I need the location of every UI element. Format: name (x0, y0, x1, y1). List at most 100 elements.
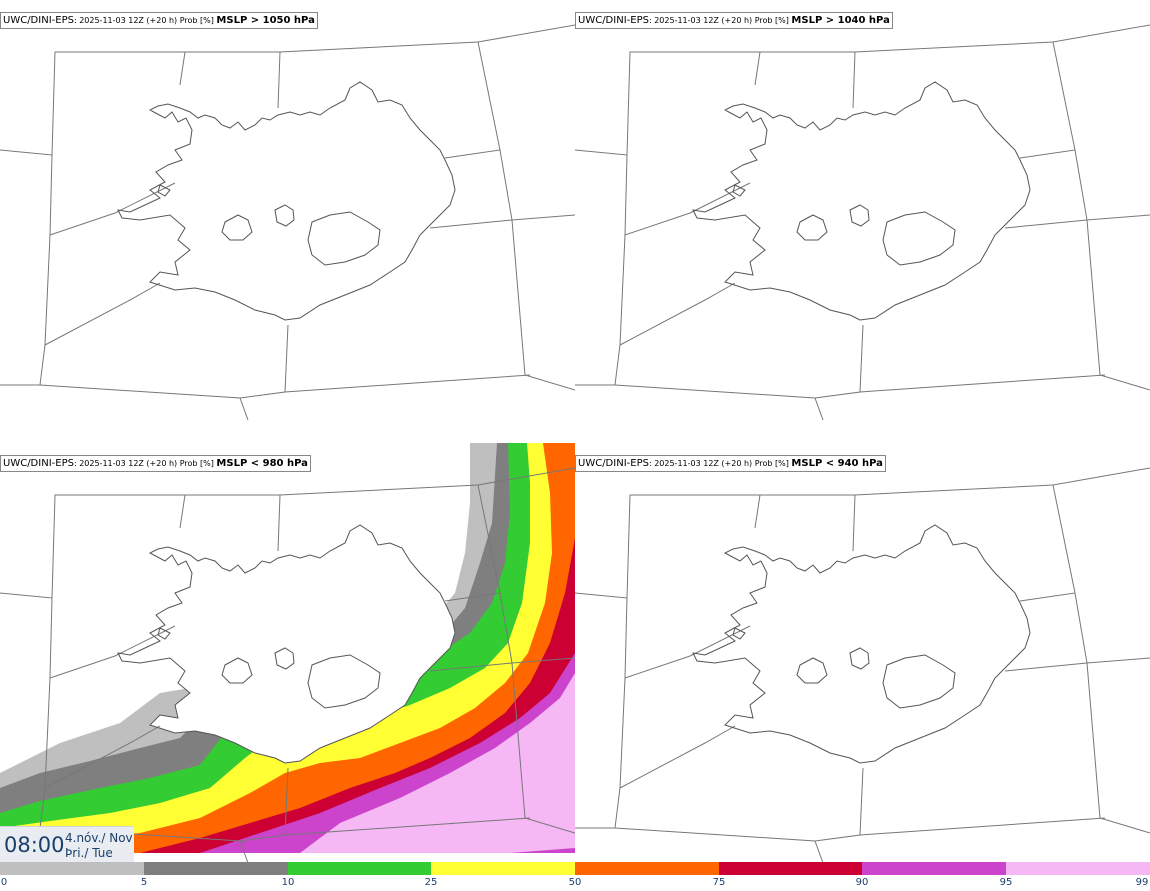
region-border-line (1004, 219, 1088, 229)
glacier-outline (221, 214, 253, 241)
region-border-line (859, 817, 1106, 836)
region-border-line (575, 282, 736, 386)
glacier-outline (274, 204, 295, 227)
region-border-line (0, 51, 186, 156)
threshold-label: MSLP < 980 hPa (216, 458, 308, 469)
region-border-line (239, 324, 289, 399)
map-panel-1050: UWC/DINI-EPS: 2025-11-03 12Z (+20 h) Pro… (0, 0, 575, 445)
region-border-line (49, 154, 53, 236)
region-border-line (55, 494, 281, 552)
region-border-line (284, 374, 531, 393)
glacier-outline (796, 214, 828, 241)
map-iceland-940 (575, 467, 1150, 864)
glacier-outline (307, 211, 381, 266)
region-border-line (624, 154, 628, 236)
region-border-line (619, 625, 751, 789)
region-borders (0, 24, 575, 421)
region-border-line (624, 597, 628, 679)
panel-title: UWC/DINI-EPS: 2025-11-03 12Z (+20 h) Pro… (575, 12, 893, 29)
colorbar-segment (1006, 862, 1150, 875)
map-panel-980: UWC/DINI-EPS: 2025-11-03 12Z (+20 h) Pro… (0, 443, 575, 888)
colorbar-tick: 99 (1135, 877, 1149, 888)
threshold-label: MSLP > 1040 hPa (791, 15, 890, 26)
run-info: : 2025-11-03 12Z (+20 h) Prob [%] (73, 459, 217, 468)
glacier-outline (307, 654, 381, 709)
glacier-outline (732, 627, 746, 640)
region-border-line (1019, 484, 1076, 602)
iceland-coastline (117, 524, 456, 764)
region-border-line (630, 494, 856, 552)
colorbar-tick: 90 (855, 877, 869, 888)
map-iceland-980 (0, 443, 575, 864)
colorbar-tick: 25 (424, 877, 438, 888)
glacier-outline (882, 654, 956, 709)
map-panel-1040: UWC/DINI-EPS: 2025-11-03 12Z (+20 h) Pro… (575, 0, 1150, 445)
run-info: : 2025-11-03 12Z (+20 h) Prob [%] (648, 16, 792, 25)
colorbar-tick: 10 (281, 877, 295, 888)
model-name: UWC/DINI-EPS (3, 15, 74, 26)
glacier-outline (849, 204, 870, 227)
colorbar-tick: 5 (140, 877, 148, 888)
colorbar-tick: 0 (0, 877, 8, 888)
iceland-land-mask (118, 525, 455, 763)
colorbar-tick: 50 (568, 877, 582, 888)
probability-colorbar: 0 5 10 25 50 75 90 95 99 (0, 862, 1150, 891)
prob-band-99 (300, 673, 575, 853)
glacier-outline (157, 627, 171, 640)
region-border-line (854, 467, 1150, 496)
region-border-line (444, 41, 501, 159)
region-border-line (614, 384, 824, 421)
panel-title: UWC/DINI-EPS: 2025-11-03 12Z (+20 h) Pro… (575, 455, 886, 472)
region-border-line (499, 149, 575, 221)
region-border-line (0, 282, 161, 386)
region-border-line (0, 494, 186, 599)
colorbar-segment (0, 862, 144, 875)
colorbar-segment (288, 862, 431, 875)
glacier-outline (157, 184, 171, 197)
map-iceland-1050 (0, 24, 575, 421)
region-border-line (1074, 592, 1150, 664)
region-border-line (575, 51, 761, 156)
region-borders (575, 24, 1150, 421)
iceland-coastline (692, 524, 1031, 764)
colorbar-segment (431, 862, 575, 875)
panel-title: UWC/DINI-EPS: 2025-11-03 12Z (+20 h) Pro… (0, 12, 318, 29)
region-borders (0, 467, 575, 864)
model-name: UWC/DINI-EPS (578, 458, 649, 469)
region-border-line (619, 182, 751, 346)
valid-date: 4.nóv./ Nov (65, 831, 133, 845)
region-border-line (44, 625, 176, 789)
glacier-outline (221, 657, 253, 684)
valid-weekday: Þri./ Tue (65, 846, 113, 860)
iceland-coastline (117, 81, 456, 321)
region-border-line (814, 767, 864, 842)
glacier-outline (849, 647, 870, 670)
region-border-line (511, 219, 575, 391)
valid-time-clock: 08:00 (4, 833, 65, 857)
region-border-line (44, 182, 176, 346)
region-border-line (630, 51, 856, 109)
iceland-coastline (692, 81, 1031, 321)
region-border-line (1086, 219, 1150, 391)
region-border-line (614, 827, 824, 864)
model-name: UWC/DINI-EPS (578, 15, 649, 26)
region-border-line (284, 817, 531, 836)
region-border-line (575, 494, 761, 599)
region-border-line (814, 324, 864, 399)
threshold-label: MSLP > 1050 hPa (216, 15, 315, 26)
coastline (692, 81, 1031, 321)
colorbar-tick: 95 (999, 877, 1013, 888)
coastline (117, 81, 456, 321)
region-border-line (1086, 662, 1150, 834)
glacier-outline (882, 211, 956, 266)
region-border-line (859, 374, 1106, 393)
colorbar-segment (719, 862, 862, 875)
panel-title: UWC/DINI-EPS: 2025-11-03 12Z (+20 h) Pro… (0, 455, 311, 472)
colorbar-segment (862, 862, 1006, 875)
region-border-line (854, 24, 1150, 53)
region-border-line (49, 597, 53, 679)
colorbar-segment (144, 862, 288, 875)
region-border-line (429, 219, 513, 229)
region-border-line (1074, 149, 1150, 221)
coastline (692, 524, 1031, 764)
